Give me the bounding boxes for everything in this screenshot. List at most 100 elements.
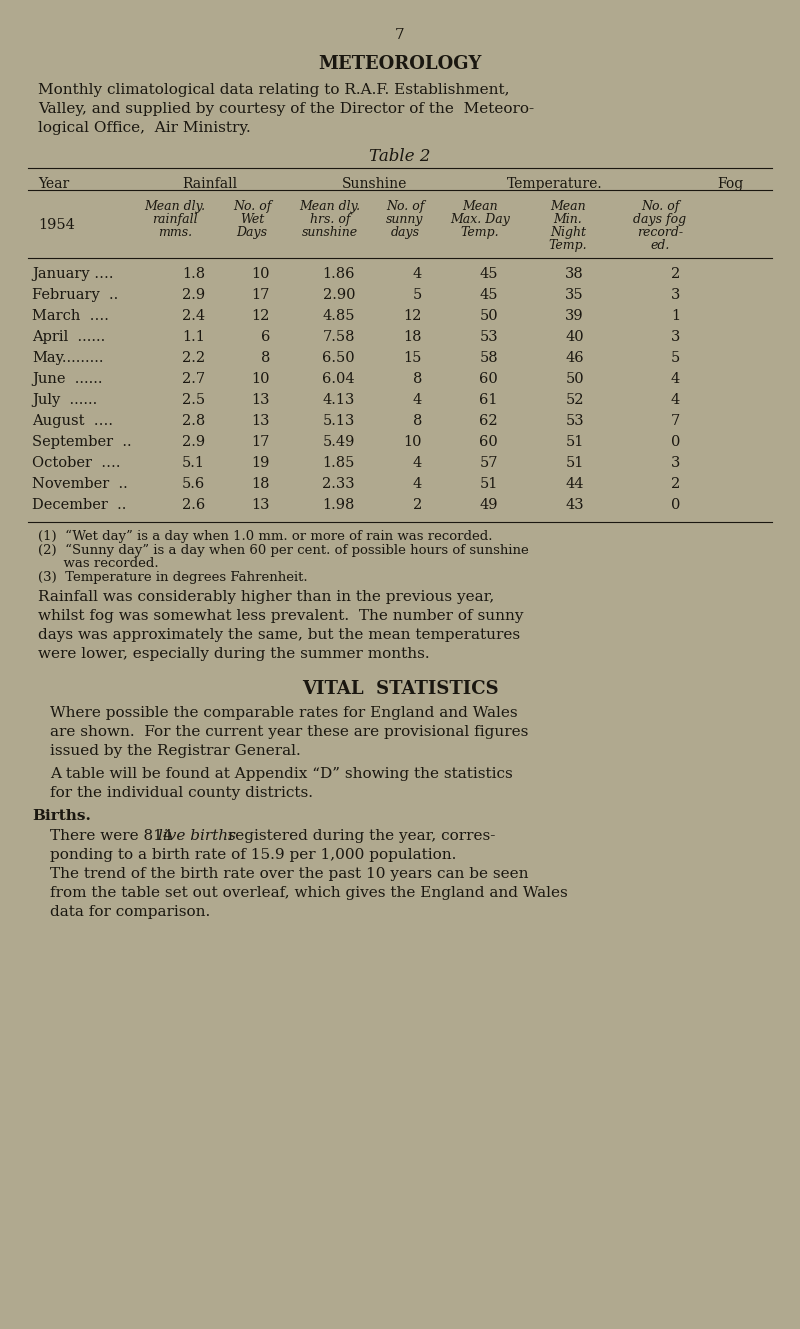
Text: 8: 8 — [413, 372, 422, 385]
Text: Temp.: Temp. — [549, 239, 587, 253]
Text: 2.5: 2.5 — [182, 393, 205, 407]
Text: 5.13: 5.13 — [322, 415, 355, 428]
Text: from the table set out overleaf, which gives the England and Wales: from the table set out overleaf, which g… — [50, 886, 568, 900]
Text: 60: 60 — [479, 372, 498, 385]
Text: 10: 10 — [251, 372, 270, 385]
Text: Temp.: Temp. — [461, 226, 499, 239]
Text: 1.1: 1.1 — [182, 330, 205, 344]
Text: 35: 35 — [566, 288, 584, 302]
Text: Mean dly.: Mean dly. — [145, 199, 206, 213]
Text: July  ......: July ...... — [32, 393, 98, 407]
Text: 4: 4 — [413, 393, 422, 407]
Text: 45: 45 — [479, 288, 498, 302]
Text: 39: 39 — [566, 310, 584, 323]
Text: 1954: 1954 — [38, 218, 75, 233]
Text: 46: 46 — [566, 351, 584, 365]
Text: 60: 60 — [479, 435, 498, 449]
Text: Min.: Min. — [554, 213, 582, 226]
Text: May.........: May......... — [32, 351, 103, 365]
Text: Table 2: Table 2 — [370, 148, 430, 165]
Text: 5.1: 5.1 — [182, 456, 205, 470]
Text: 17: 17 — [252, 435, 270, 449]
Text: 52: 52 — [566, 393, 584, 407]
Text: 0: 0 — [670, 435, 680, 449]
Text: 1.8: 1.8 — [182, 267, 205, 280]
Text: (3)  Temperature in degrees Fahrenheit.: (3) Temperature in degrees Fahrenheit. — [38, 571, 308, 583]
Text: 43: 43 — [566, 498, 584, 512]
Text: 1: 1 — [671, 310, 680, 323]
Text: days: days — [390, 226, 419, 239]
Text: 5.6: 5.6 — [182, 477, 205, 490]
Text: ponding to a birth rate of 15.9 per 1,000 population.: ponding to a birth rate of 15.9 per 1,00… — [50, 848, 456, 863]
Text: December  ..: December .. — [32, 498, 126, 512]
Text: was recorded.: was recorded. — [38, 557, 158, 570]
Text: September  ..: September .. — [32, 435, 132, 449]
Text: Births.: Births. — [32, 809, 91, 823]
Text: Year: Year — [38, 177, 70, 191]
Text: Mean dly.: Mean dly. — [299, 199, 361, 213]
Text: 2.33: 2.33 — [322, 477, 355, 490]
Text: 50: 50 — [479, 310, 498, 323]
Text: Monthly climatological data relating to R.A.F. Establishment,: Monthly climatological data relating to … — [38, 82, 510, 97]
Text: 4: 4 — [670, 393, 680, 407]
Text: August  ….: August …. — [32, 415, 113, 428]
Text: January ….: January …. — [32, 267, 114, 280]
Text: 0: 0 — [670, 498, 680, 512]
Text: 2.90: 2.90 — [322, 288, 355, 302]
Text: Valley, and supplied by courtesy of the Director of the  Meteoro-: Valley, and supplied by courtesy of the … — [38, 102, 534, 116]
Text: Sunshine: Sunshine — [342, 177, 408, 191]
Text: 13: 13 — [251, 393, 270, 407]
Text: 18: 18 — [251, 477, 270, 490]
Text: March  ….: March …. — [32, 310, 109, 323]
Text: No. of: No. of — [233, 199, 271, 213]
Text: There were 814: There were 814 — [50, 829, 178, 843]
Text: 2.6: 2.6 — [182, 498, 205, 512]
Text: 5: 5 — [670, 351, 680, 365]
Text: 6.04: 6.04 — [322, 372, 355, 385]
Text: February  ..: February .. — [32, 288, 118, 302]
Text: were lower, especially during the summer months.: were lower, especially during the summer… — [38, 647, 430, 661]
Text: 4: 4 — [413, 456, 422, 470]
Text: The trend of the birth rate over the past 10 years can be seen: The trend of the birth rate over the pas… — [50, 867, 529, 881]
Text: hrs. of: hrs. of — [310, 213, 350, 226]
Text: 6: 6 — [261, 330, 270, 344]
Text: 2.4: 2.4 — [182, 310, 205, 323]
Text: 12: 12 — [252, 310, 270, 323]
Text: days fog: days fog — [634, 213, 686, 226]
Text: 51: 51 — [566, 456, 584, 470]
Text: 3: 3 — [670, 288, 680, 302]
Text: Mean: Mean — [550, 199, 586, 213]
Text: 53: 53 — [566, 415, 584, 428]
Text: 2: 2 — [670, 267, 680, 280]
Text: Rainfall: Rainfall — [182, 177, 238, 191]
Text: 7.58: 7.58 — [322, 330, 355, 344]
Text: 1.98: 1.98 — [322, 498, 355, 512]
Text: 1.85: 1.85 — [322, 456, 355, 470]
Text: registered during the year, corres-: registered during the year, corres- — [223, 829, 495, 843]
Text: 10: 10 — [251, 267, 270, 280]
Text: whilst fog was somewhat less prevalent.  The number of sunny: whilst fog was somewhat less prevalent. … — [38, 609, 523, 623]
Text: METEOROLOGY: METEOROLOGY — [318, 54, 482, 73]
Text: 7: 7 — [670, 415, 680, 428]
Text: rainfall: rainfall — [152, 213, 198, 226]
Text: 8: 8 — [261, 351, 270, 365]
Text: 2.8: 2.8 — [182, 415, 205, 428]
Text: April  ......: April ...... — [32, 330, 106, 344]
Text: record-: record- — [637, 226, 683, 239]
Text: A table will be found at Appendix “D” showing the statistics: A table will be found at Appendix “D” sh… — [50, 767, 513, 781]
Text: 4: 4 — [413, 477, 422, 490]
Text: 4.85: 4.85 — [322, 310, 355, 323]
Text: data for comparison.: data for comparison. — [50, 905, 210, 918]
Text: issued by the Registrar General.: issued by the Registrar General. — [50, 744, 301, 758]
Text: 10: 10 — [403, 435, 422, 449]
Text: Days: Days — [237, 226, 267, 239]
Text: are shown.  For the current year these are provisional figures: are shown. For the current year these ar… — [50, 726, 528, 739]
Text: November  ..: November .. — [32, 477, 128, 490]
Text: sunshine: sunshine — [302, 226, 358, 239]
Text: No. of: No. of — [386, 199, 424, 213]
Text: 13: 13 — [251, 498, 270, 512]
Text: 5.49: 5.49 — [322, 435, 355, 449]
Text: Where possible the comparable rates for England and Wales: Where possible the comparable rates for … — [50, 706, 518, 720]
Text: 13: 13 — [251, 415, 270, 428]
Text: 40: 40 — [566, 330, 584, 344]
